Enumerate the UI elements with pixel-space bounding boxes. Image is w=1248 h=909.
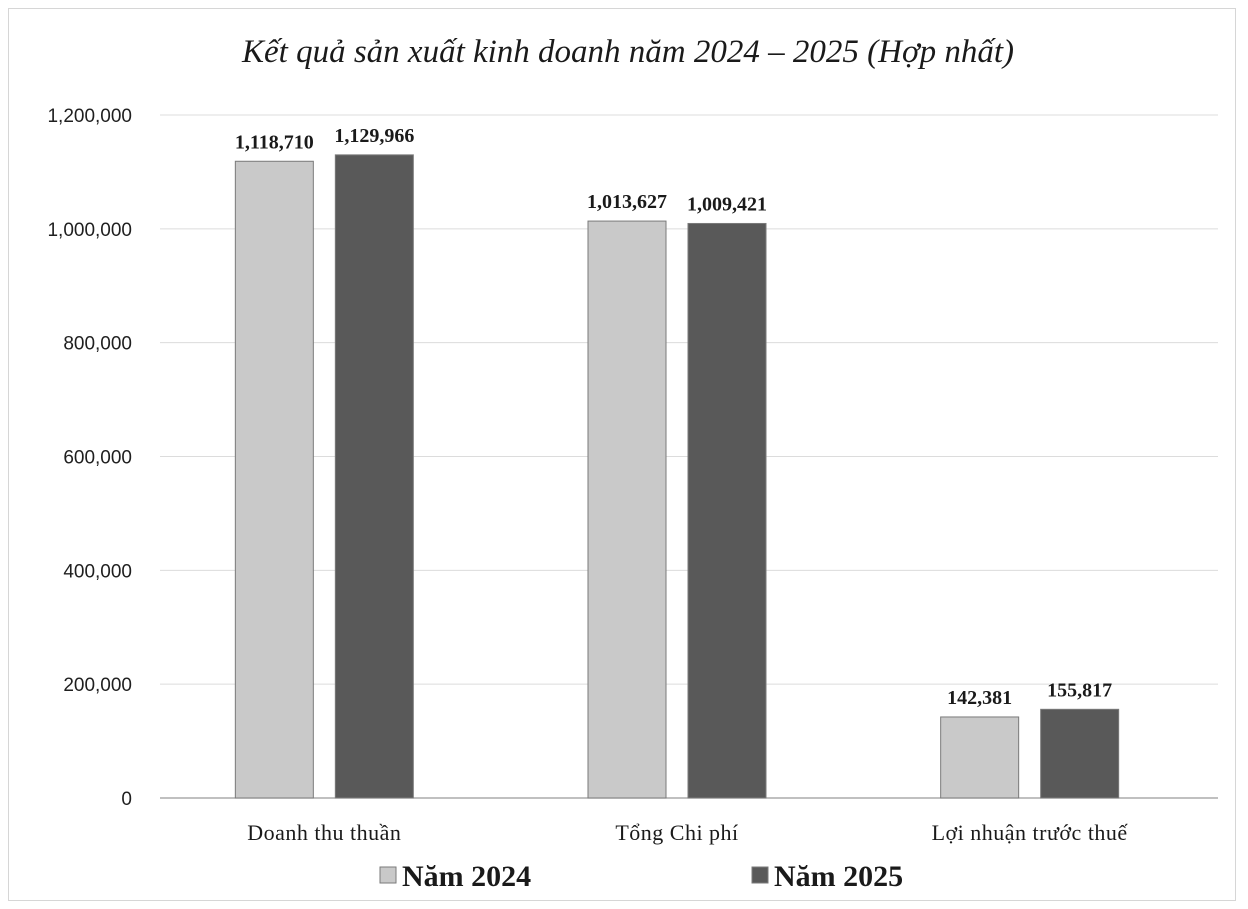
data-labels: 1,118,710 1,129,966 1,013,627 1,009,421 142,…: [235, 125, 1112, 709]
bar-2024: [234, 160, 314, 799]
y-tick-label: 800,000: [63, 334, 132, 355]
category-label: Lợi nhuận trước thuế: [932, 820, 1129, 845]
data-label: 1,013,627: [587, 191, 667, 213]
category-label: Tổng Chi phí: [615, 820, 738, 845]
chart-title: Kết quả sản xuất kinh doanh năm 2024 – 2…: [241, 34, 1014, 70]
bar-2024: [587, 220, 667, 799]
data-label: 1,009,421: [687, 193, 767, 215]
data-label: 142,381: [947, 687, 1012, 709]
legend-label: Năm 2024: [402, 860, 531, 893]
y-axis-ticks: 0 200,000 400,000 600,000 800,000 1,000,000 1,…: [47, 106, 132, 810]
y-tick-label: 1,200,000: [47, 106, 132, 127]
y-tick-label: 1,000,000: [47, 220, 132, 241]
y-tick-label: 0: [121, 789, 132, 810]
legend-swatch: [379, 866, 397, 884]
data-label: 155,817: [1047, 679, 1112, 701]
y-tick-label: 400,000: [63, 561, 132, 582]
legend-swatch: [751, 866, 769, 884]
legend: Năm 2024 Năm 2025: [379, 860, 903, 893]
data-label: 1,118,710: [235, 131, 314, 153]
y-tick-label: 200,000: [63, 675, 132, 696]
bars: [234, 154, 1120, 799]
x-axis-categories: Doanh thu thuần Tổng Chi phí Lợi nhuận trư…: [247, 820, 1128, 845]
data-label: 1,129,966: [334, 125, 414, 147]
bar-2025: [687, 222, 767, 799]
bar-2024: [940, 716, 1020, 799]
y-tick-label: 600,000: [63, 448, 132, 469]
bar-2025: [334, 154, 414, 799]
legend-label: Năm 2025: [774, 860, 903, 893]
bar-2025: [1040, 708, 1120, 799]
category-label: Doanh thu thuần: [247, 820, 401, 845]
